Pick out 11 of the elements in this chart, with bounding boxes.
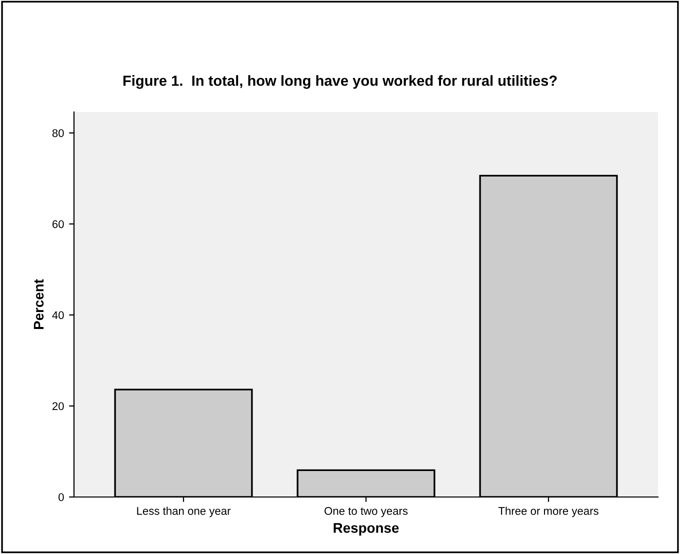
y-axis-title: Percent (34, 279, 44, 330)
y-tick-label: 60 (52, 220, 64, 228)
x-axis-title: Response (334, 523, 399, 536)
chart-title: Figure 1. In total, how long have you worked for rural utilities? (123, 75, 557, 89)
y-tick-label: 80 (52, 129, 64, 138)
x-tick-label: Less than one year (137, 506, 231, 518)
x-tick-label: Three or more years (498, 506, 598, 518)
x-tick-label: One to two years (324, 507, 408, 518)
y-tick-label: 0 (58, 493, 64, 502)
y-tick-label: 20 (52, 402, 64, 410)
y-tick-label: 40 (52, 311, 64, 320)
